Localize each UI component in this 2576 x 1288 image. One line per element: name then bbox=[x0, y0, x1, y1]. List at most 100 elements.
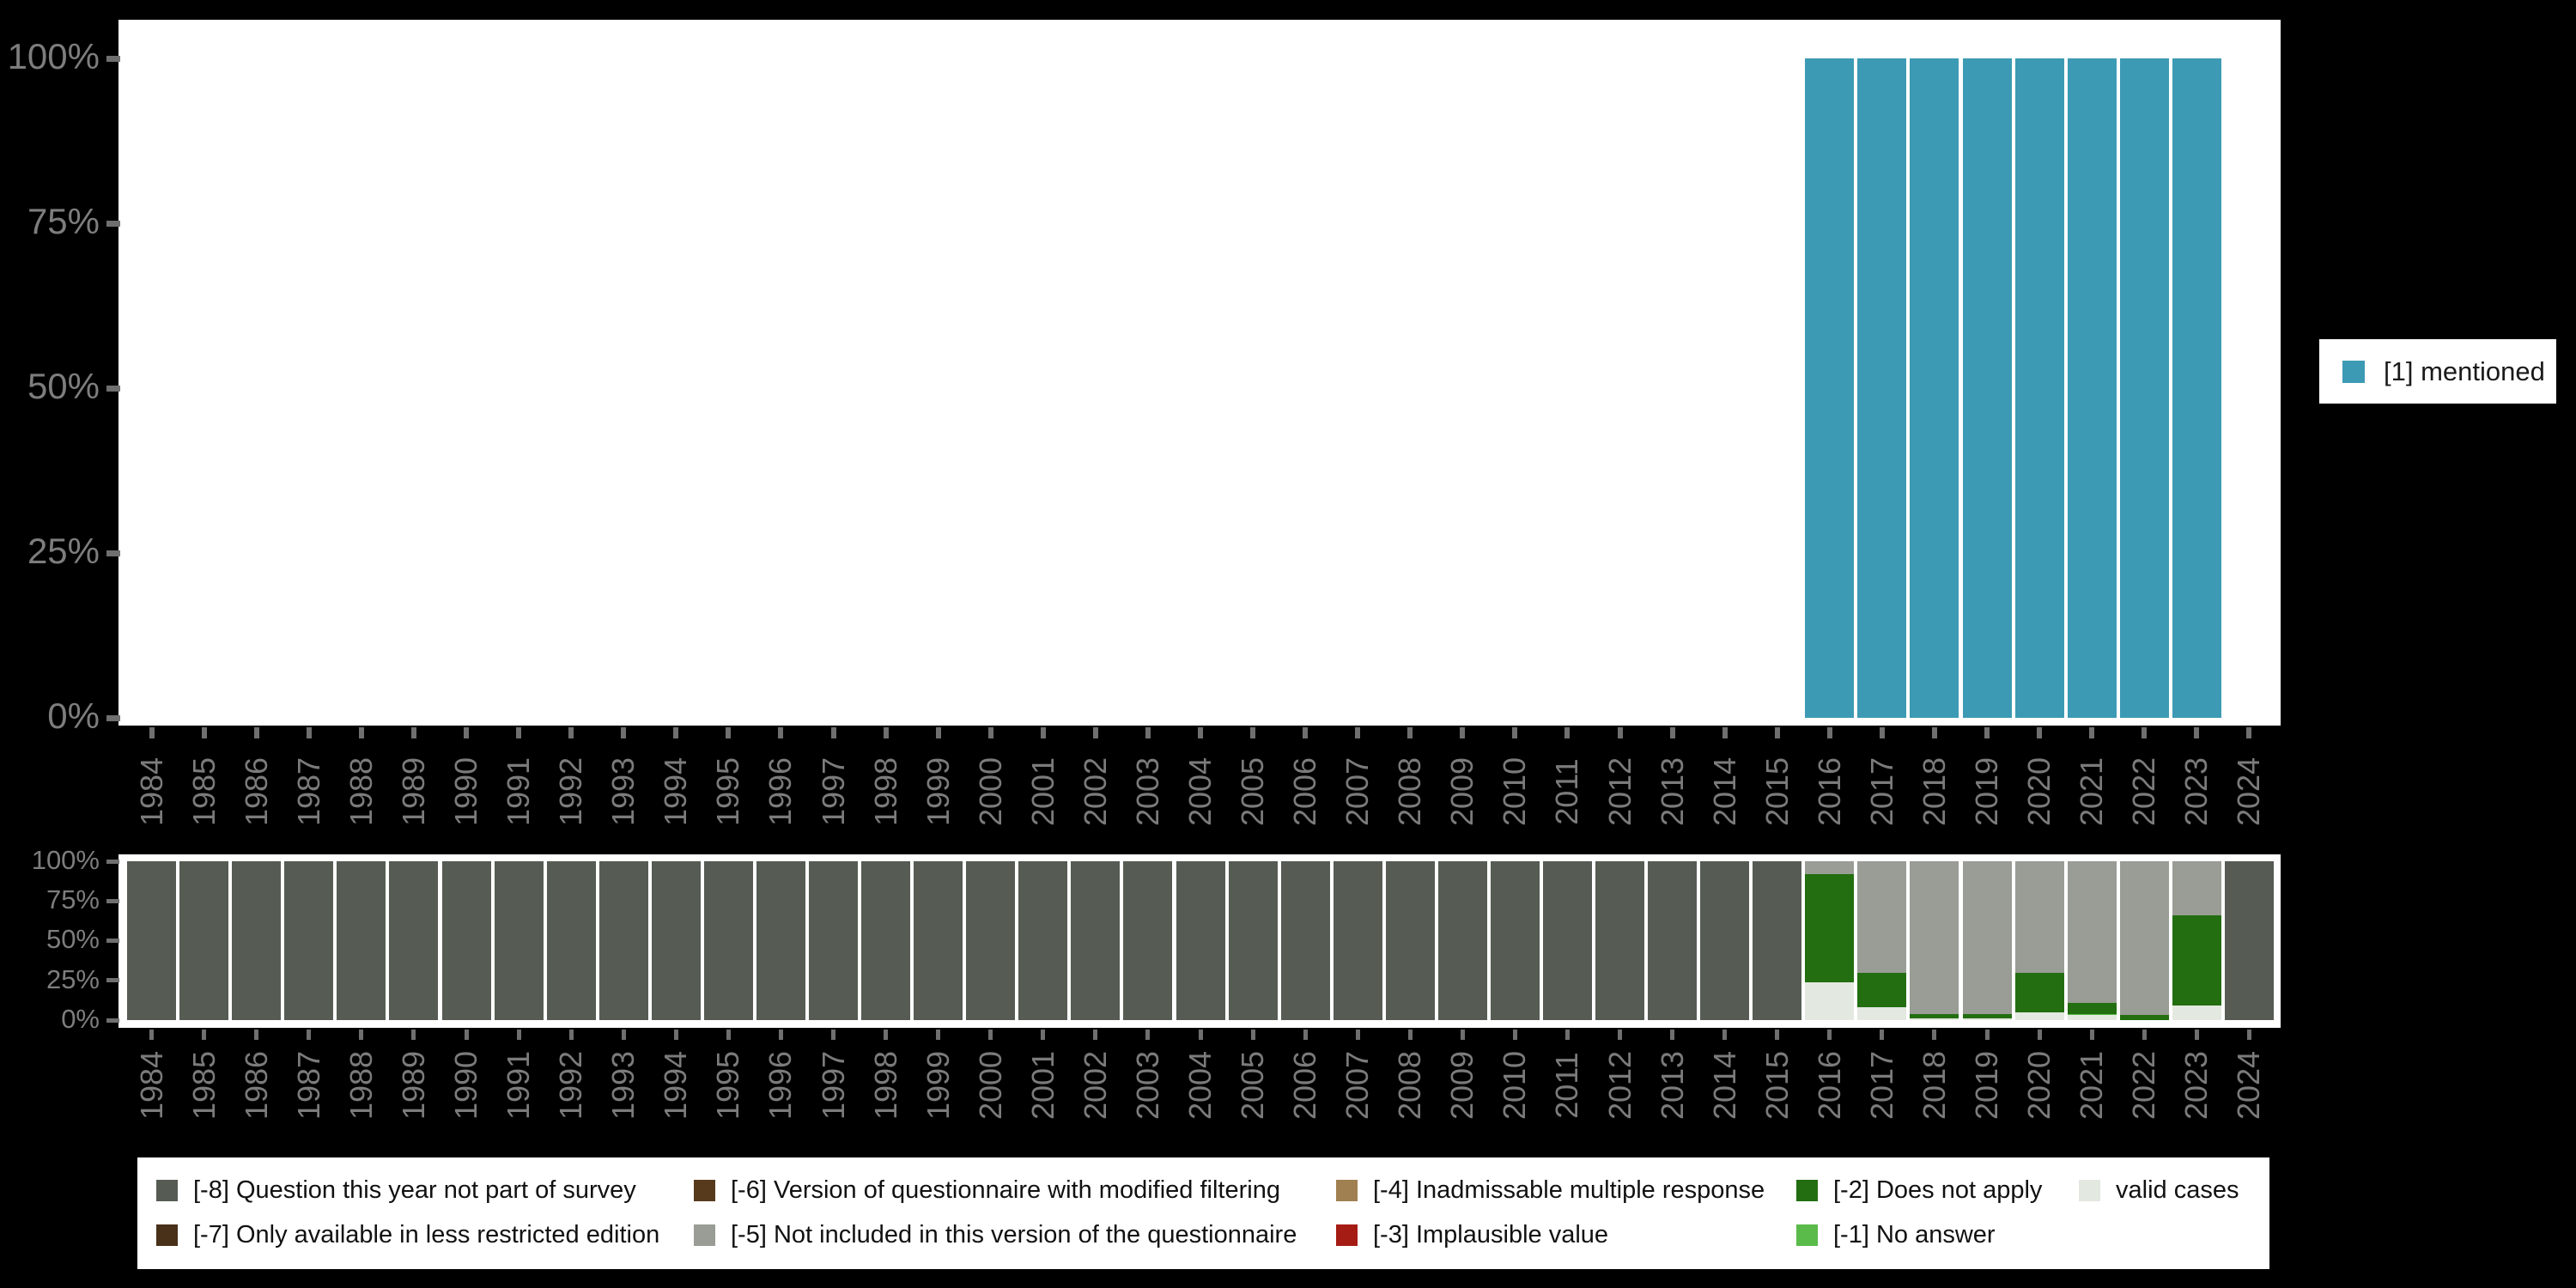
x-axis-year-label: 1986 bbox=[238, 1050, 274, 1121]
x-axis-year-label: 1992 bbox=[553, 1050, 589, 1121]
x-axis-tick bbox=[1145, 727, 1151, 738]
x-axis-year-label: 1996 bbox=[762, 1050, 799, 1121]
y-axis-label: 100% bbox=[31, 844, 100, 875]
x-axis-year-label: 2020 bbox=[2021, 1050, 2057, 1121]
legend-entry: valid cases bbox=[2079, 1171, 2239, 1209]
x-axis-year-label: 1996 bbox=[762, 756, 799, 827]
x-axis-tick bbox=[1617, 727, 1623, 738]
bar-segment bbox=[179, 861, 229, 1020]
mentioned-legend-swatch bbox=[2342, 360, 2365, 383]
legend-entry: [-4] Inadmissable multiple response bbox=[1336, 1171, 1765, 1209]
x-axis-tick bbox=[621, 727, 627, 738]
x-axis-year-label: 2023 bbox=[2178, 756, 2215, 827]
legend-swatch bbox=[1796, 1179, 1818, 1201]
x-axis-tick bbox=[2194, 727, 2200, 738]
x-axis-tick bbox=[778, 1030, 783, 1040]
bar-segment bbox=[2119, 58, 2169, 718]
bar-segment bbox=[1123, 861, 1173, 1020]
x-axis-year-label: 2006 bbox=[1287, 756, 1323, 827]
x-axis-tick bbox=[1669, 727, 1675, 738]
x-axis-year-label: 2000 bbox=[972, 756, 1008, 827]
legend-label: valid cases bbox=[2116, 1176, 2239, 1204]
bar-segment bbox=[2014, 972, 2064, 1012]
x-axis-tick bbox=[253, 727, 259, 738]
x-axis-tick bbox=[1198, 1030, 1203, 1040]
x-axis-year-label: 1999 bbox=[920, 1050, 956, 1121]
x-axis-tick bbox=[726, 1030, 731, 1040]
legend-entry: [-6] Version of questionnaire with modif… bbox=[694, 1171, 1280, 1209]
bar-segment bbox=[1595, 861, 1645, 1020]
x-axis-tick bbox=[988, 1030, 993, 1040]
bar-segment bbox=[494, 861, 544, 1020]
x-axis-year-label: 1986 bbox=[238, 756, 274, 827]
legend-entry: [-8] Question this year not part of surv… bbox=[156, 1171, 636, 1209]
x-axis-tick bbox=[673, 1030, 678, 1040]
x-axis-tick bbox=[1093, 1030, 1098, 1040]
x-axis-year-label: 1987 bbox=[290, 1050, 326, 1121]
x-axis-year-label: 2011 bbox=[1549, 758, 1585, 825]
legend-swatch bbox=[1336, 1224, 1358, 1246]
bar-segment bbox=[2067, 1015, 2117, 1020]
x-axis-tick bbox=[464, 1030, 469, 1040]
legend-label: [-4] Inadmissable multiple response bbox=[1373, 1176, 1765, 1204]
y-axis-tick bbox=[106, 550, 120, 556]
x-axis-year-label: 2014 bbox=[1706, 1050, 1742, 1121]
x-axis-year-label: 2018 bbox=[1916, 1050, 1952, 1121]
y-axis-label: 50% bbox=[27, 365, 100, 406]
x-axis-tick bbox=[568, 1030, 574, 1040]
x-axis-year-label: 2002 bbox=[1077, 756, 1113, 827]
x-axis-tick bbox=[254, 1030, 259, 1040]
y-axis-label: 0% bbox=[47, 695, 100, 736]
bar-segment bbox=[1910, 861, 1959, 1014]
x-axis-tick bbox=[149, 727, 155, 738]
bar-segment bbox=[1910, 1013, 1959, 1019]
x-axis-year-label: 1989 bbox=[395, 756, 431, 827]
x-axis-year-label: 1997 bbox=[815, 756, 851, 827]
x-axis-year-label: 2004 bbox=[1182, 756, 1218, 827]
x-axis-year-label: 1985 bbox=[185, 1050, 222, 1121]
x-axis-year-label: 2016 bbox=[1811, 756, 1847, 827]
x-axis-tick bbox=[1041, 1030, 1046, 1040]
bar-segment bbox=[546, 861, 596, 1020]
x-axis-tick bbox=[516, 727, 522, 738]
y-axis-tick bbox=[106, 978, 119, 983]
x-axis-year-label: 2023 bbox=[2178, 1050, 2215, 1121]
x-axis-year-label: 1985 bbox=[185, 756, 222, 827]
legend-entry: [-2] Does not apply bbox=[1796, 1171, 2042, 1209]
legend-swatch bbox=[156, 1179, 178, 1201]
x-axis-tick bbox=[1407, 727, 1413, 738]
x-axis-tick bbox=[1355, 727, 1361, 738]
x-axis-year-label: 1995 bbox=[710, 1050, 746, 1121]
x-axis-year-label: 2010 bbox=[1497, 1050, 1533, 1121]
x-axis-tick bbox=[1145, 1030, 1151, 1040]
bar-segment bbox=[1805, 873, 1855, 982]
x-axis-tick bbox=[1564, 1030, 1570, 1040]
x-axis-year-label: 1990 bbox=[448, 1050, 484, 1121]
x-axis-tick bbox=[1512, 727, 1518, 738]
bar-segment bbox=[1857, 861, 1907, 973]
x-axis-year-label: 1988 bbox=[343, 756, 379, 827]
x-axis-year-label: 2021 bbox=[2074, 756, 2110, 827]
x-axis-tick bbox=[2037, 727, 2043, 738]
x-axis-year-label: 2019 bbox=[1969, 756, 2005, 827]
x-axis-tick bbox=[568, 727, 574, 738]
legend-label: [-2] Does not apply bbox=[1833, 1176, 2043, 1204]
x-axis-tick bbox=[1880, 1030, 1885, 1040]
bar-segment bbox=[598, 861, 648, 1020]
x-axis-tick bbox=[2089, 727, 2095, 738]
x-axis-tick bbox=[2142, 727, 2148, 738]
x-axis-year-label: 2007 bbox=[1340, 756, 1376, 827]
legend-label: [-5] Not included in this version of the… bbox=[731, 1220, 1297, 1249]
x-axis-tick bbox=[1303, 727, 1309, 738]
bar-segment bbox=[389, 861, 439, 1020]
x-axis-tick bbox=[1984, 1030, 1990, 1040]
x-axis-tick bbox=[1250, 727, 1256, 738]
bar-segment bbox=[2172, 1005, 2221, 1020]
x-axis-tick bbox=[1303, 1030, 1308, 1040]
x-axis-year-label: 2002 bbox=[1077, 1050, 1113, 1121]
x-axis-year-label: 2022 bbox=[2126, 756, 2162, 827]
x-axis-year-label: 2015 bbox=[1759, 756, 1795, 827]
bar-segment bbox=[284, 861, 334, 1020]
x-axis-year-label: 2008 bbox=[1392, 1050, 1428, 1121]
x-axis-tick bbox=[1355, 1030, 1360, 1040]
